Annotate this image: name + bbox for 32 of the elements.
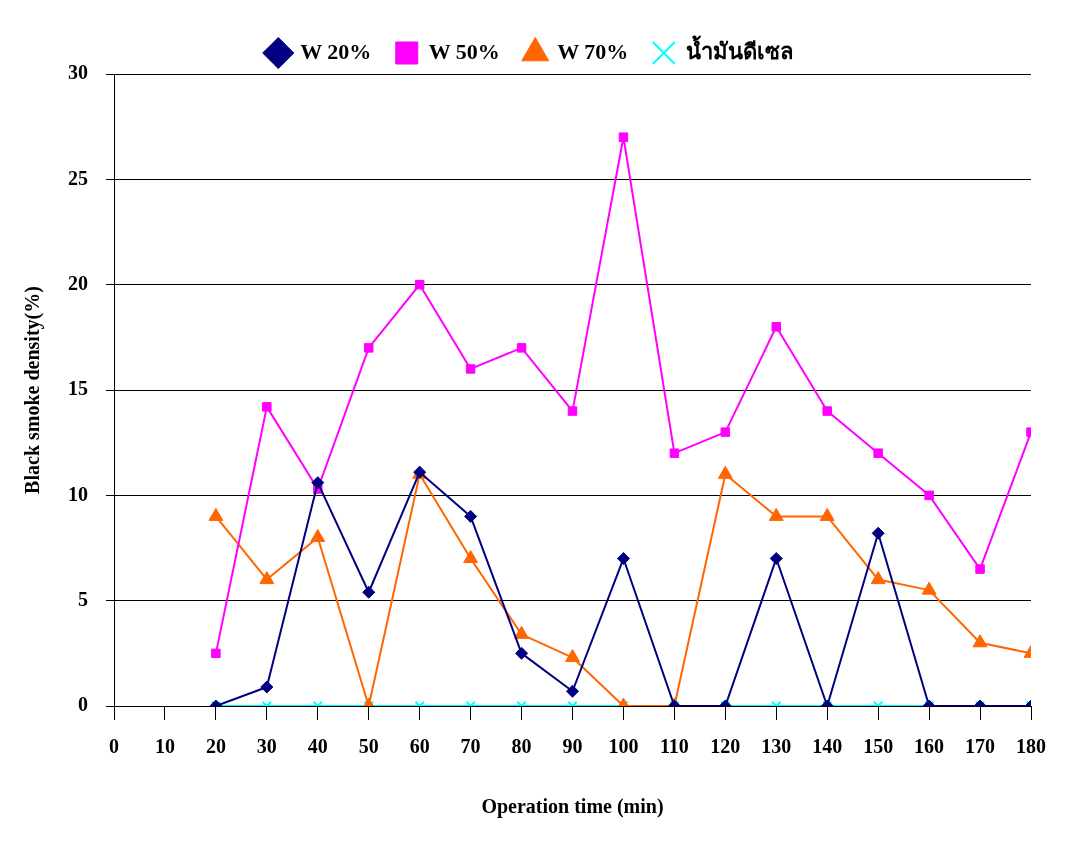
x-tick-label: 100 xyxy=(608,735,639,758)
x-axis-title: Operation time (min) xyxy=(481,795,664,819)
x-tick-label: 50 xyxy=(358,735,379,758)
legend-label: W 50% xyxy=(428,38,500,64)
x-tick-label: 130 xyxy=(761,735,792,758)
x-tick-label: 170 xyxy=(965,735,996,758)
y-tick-label: 5 xyxy=(78,587,88,610)
legend-label: W 20% xyxy=(300,38,372,64)
y-tick-label: 0 xyxy=(78,693,88,716)
x-tick-label: 160 xyxy=(914,735,945,758)
x-tick-label: 70 xyxy=(460,735,481,758)
y-axis-title: Black smoke density(%) xyxy=(21,286,45,494)
x-tick-label: 140 xyxy=(812,735,843,758)
legend-label: น้ำมันดีเซล xyxy=(685,34,793,64)
x-tick-label: 180 xyxy=(1016,735,1046,758)
y-tick-label: 30 xyxy=(68,61,88,84)
x-tick-label: 90 xyxy=(562,735,583,758)
x-tick-label: 60 xyxy=(409,735,430,758)
legend-label: W 70% xyxy=(557,38,629,64)
x-tick-label: 30 xyxy=(256,735,277,758)
x-tick-label: 120 xyxy=(710,735,741,758)
x-tick-label: 0 xyxy=(109,735,119,758)
x-tick-label: 80 xyxy=(511,735,532,758)
y-tick-label: 10 xyxy=(68,482,88,505)
x-tick-label: 40 xyxy=(307,735,328,758)
x-tick-label: 10 xyxy=(154,735,175,758)
y-tick-label: 20 xyxy=(68,271,88,294)
y-tick-label: 15 xyxy=(68,377,88,400)
y-tick-label: 25 xyxy=(68,166,88,189)
x-tick-label: 20 xyxy=(205,735,226,758)
x-tick-label: 110 xyxy=(659,735,689,758)
x-tick-label: 150 xyxy=(863,735,894,758)
